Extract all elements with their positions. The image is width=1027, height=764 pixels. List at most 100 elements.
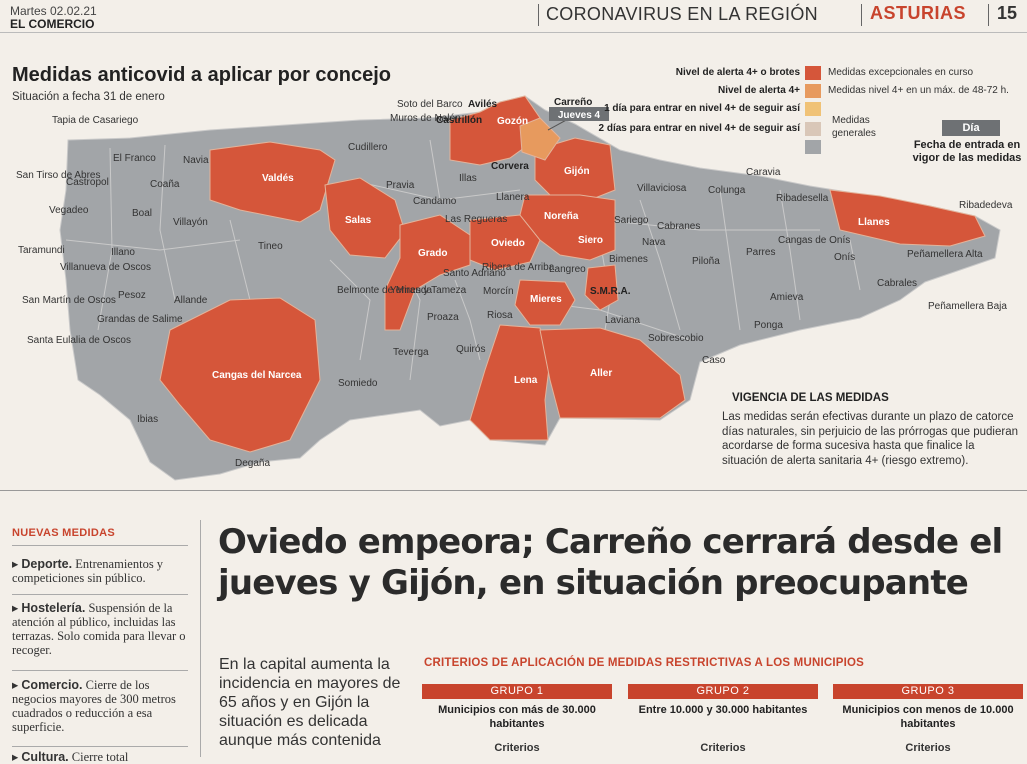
label-ribadedeva: Ribadedeva (959, 200, 1013, 211)
measure-label: Comercio. (21, 678, 83, 692)
article-lede: En la capital aumenta la incidencia en m… (219, 656, 401, 749)
measure-item: ▸ Cultura. Cierre total (12, 750, 129, 764)
label-smra: S.M.R.A. (590, 286, 631, 297)
label-villanueva: Villanueva de Oscos (60, 262, 151, 273)
label-corvera: Corvera (491, 161, 529, 172)
label-belmonte: Belmonte de Miranda (337, 285, 432, 296)
group-1-desc: Municipios con más de 30.000 habitantes (438, 704, 596, 730)
newspaper-name: EL COMERCIO (10, 17, 95, 31)
label-sanmartin: San Martín de Oscos (22, 295, 116, 306)
measure-label: Cultura. (21, 750, 69, 764)
region-smra (584, 264, 619, 311)
measure-item: ▸ Comercio. Cierre de los negocios mayor… (12, 678, 176, 734)
column-rule (200, 520, 201, 757)
region-llanes (829, 189, 986, 247)
group-3-header: GRUPO 3 (833, 684, 1023, 699)
legend-day-text: Fecha de entrada en vigor de las medidas (912, 139, 1022, 164)
label-cangasnarcea: Cangas del Narcea (212, 370, 302, 381)
label-caravia: Caravia (746, 167, 781, 178)
sidebar-rule (12, 746, 188, 747)
label-pesoz: Pesoz (118, 290, 146, 301)
asturias-map: Tapia de Casariego El Franco Navia Valdé… (16, 95, 1013, 481)
measure-text: Cierre de los negocios mayores de 300 me… (12, 678, 176, 734)
label-candamo: Candamo (413, 196, 457, 207)
region-gijon (534, 137, 616, 201)
label-proaza: Proaza (427, 312, 459, 323)
label-santirso: San Tirso de Abres (16, 170, 101, 181)
vigencia-body: Las medidas serán efectivas durante un p… (722, 411, 1018, 467)
label-coana: Coaña (150, 179, 180, 190)
label-santoadriano: Santo Adriano (443, 268, 506, 279)
label-morcin: Morcín (483, 286, 514, 297)
legend-label-exceptional: Nivel de alerta 4+ o brotes (675, 67, 800, 78)
legend-day-box: Día (942, 120, 1000, 136)
label-yernes: Yernes y Tameza (390, 285, 467, 296)
header-rule (0, 32, 1027, 33)
region-salas (324, 177, 406, 259)
label-penamelleraalta: Peñamellera Alta (907, 249, 983, 260)
label-ponga: Ponga (754, 320, 783, 331)
label-teverga: Teverga (393, 347, 429, 358)
label-laviana: Laviana (605, 315, 640, 326)
label-elfranco: El Franco (113, 153, 156, 164)
legend-label-two-days: 2 días para entrar en nivel 4+ de seguir… (598, 123, 800, 134)
measure-text: Cierre total (71, 750, 129, 764)
group-2-criteria: Criterios (700, 742, 746, 754)
section-title: CORONAVIRUS EN LA REGIÓN (546, 4, 818, 24)
label-grado: Grado (418, 248, 447, 259)
legend-swatch-general (805, 140, 821, 154)
label-carreno: Carreño (554, 97, 592, 108)
vigencia-title: VIGENCIA DE LAS MEDIDAS (732, 392, 889, 404)
label-oviedo: Oviedo (491, 238, 525, 249)
region-grado (384, 214, 471, 331)
measure-text: Entrenamientos y competiciones sin públi… (12, 557, 164, 585)
measure-item: ▸ Deporte. Entrenamientos y competicione… (12, 557, 164, 585)
sidebar-rule (12, 594, 188, 595)
label-aviles: Avilés (468, 99, 498, 110)
label-parres: Parres (746, 247, 775, 258)
label-llanera: Llanera (496, 192, 530, 203)
measure-label: Hostelería. (21, 601, 86, 615)
header-separator (988, 4, 989, 26)
label-muros: Muros de Nalón (390, 113, 461, 124)
criterios-title: CRITERIOS DE APLICACIÓN DE MEDIDAS RESTR… (424, 657, 865, 669)
label-somiedo: Somiedo (338, 378, 378, 389)
map-title: Medidas anticovid a aplicar por concejo (12, 64, 391, 86)
region-cangas-narcea (159, 297, 321, 453)
group-1-criteria: Criterios (494, 742, 540, 754)
label-gozon: Gozón (497, 116, 528, 127)
label-nava: Nava (642, 237, 666, 248)
legend-desc-exceptional: Medidas excepcionales en curso (828, 67, 974, 78)
label-amieva: Amieva (770, 292, 804, 303)
label-castropol: Castropol (66, 177, 109, 188)
sidebar-rule (12, 670, 188, 671)
group-2-header: GRUPO 2 (628, 684, 818, 699)
label-tineo: Tineo (258, 241, 283, 252)
group-1-header: GRUPO 1 (422, 684, 612, 699)
label-llanes: Llanes (858, 217, 890, 228)
measure-text: Suspensión de la atención al público, in… (12, 601, 186, 657)
label-cangasonis: Cangas de Onís (778, 235, 850, 246)
legend-desc-general: Medidas generales (832, 115, 876, 139)
legend-swatch-two-days (805, 122, 821, 136)
legend-swatch-exceptional (805, 66, 821, 80)
label-lasregueras: Las Regueras (445, 214, 507, 225)
page-number: 15 (997, 3, 1018, 23)
legend-label-alert4: Nivel de alerta 4+ (718, 85, 800, 96)
label-sotodelbarco: Soto del Barco (397, 99, 463, 110)
label-degana: Degaña (235, 458, 270, 469)
label-santaeulalia: Santa Eulalia de Oscos (27, 335, 131, 346)
legend-label-one-day: 1 día para entrar en nivel 4+ de seguir … (604, 103, 800, 114)
sidebar-rule (12, 545, 188, 546)
label-navia: Navia (183, 155, 209, 166)
region-norena-siero (519, 194, 616, 261)
issue-date: Martes 02.02.21 (10, 4, 97, 18)
nuevas-medidas-title: NUEVAS MEDIDAS (12, 527, 116, 539)
label-quiros: Quirós (456, 344, 485, 355)
region-valdes (209, 141, 336, 223)
legend-swatch-alert4 (805, 84, 821, 98)
label-gijon: Gijón (564, 166, 590, 177)
label-salas: Salas (345, 215, 372, 226)
region-aller (539, 327, 686, 419)
label-valdes: Valdés (262, 173, 294, 184)
